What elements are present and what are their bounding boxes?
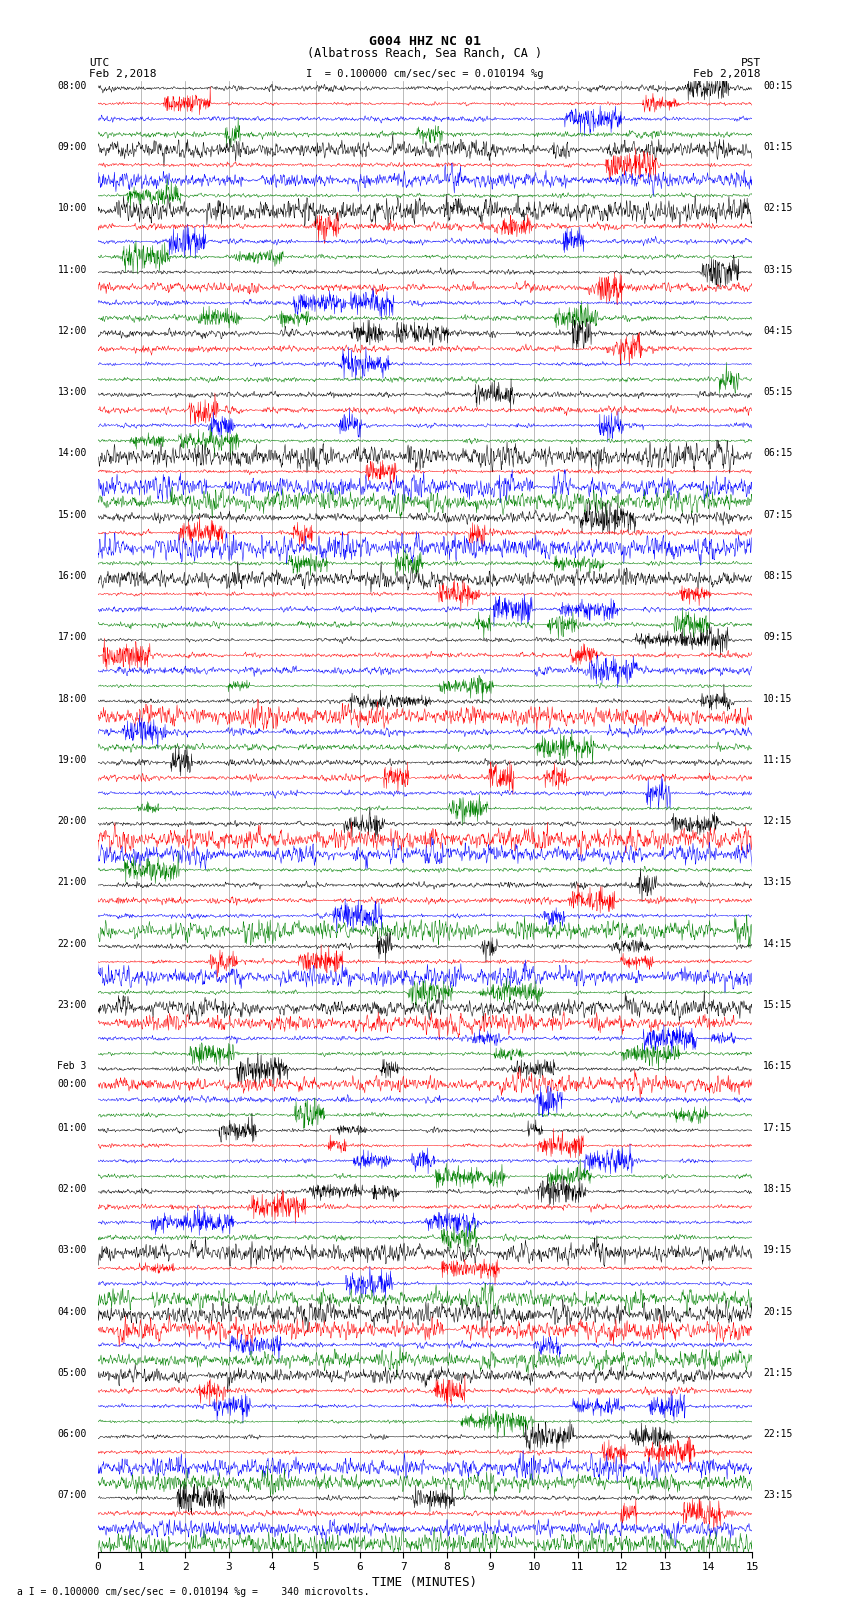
Text: 17:15: 17:15: [763, 1123, 792, 1132]
Text: 08:15: 08:15: [763, 571, 792, 581]
Text: 21:00: 21:00: [58, 877, 87, 887]
Text: 11:00: 11:00: [58, 265, 87, 274]
Text: 00:00: 00:00: [58, 1079, 87, 1089]
Text: 19:15: 19:15: [763, 1245, 792, 1255]
Text: 11:15: 11:15: [763, 755, 792, 765]
Text: 20:15: 20:15: [763, 1307, 792, 1316]
Text: 17:00: 17:00: [58, 632, 87, 642]
Text: 06:00: 06:00: [58, 1429, 87, 1439]
Text: 09:00: 09:00: [58, 142, 87, 152]
Text: G004 HHZ NC 01: G004 HHZ NC 01: [369, 35, 481, 48]
Text: 09:15: 09:15: [763, 632, 792, 642]
Text: 07:00: 07:00: [58, 1490, 87, 1500]
Text: 18:00: 18:00: [58, 694, 87, 703]
Text: 05:15: 05:15: [763, 387, 792, 397]
Text: 01:15: 01:15: [763, 142, 792, 152]
Text: 20:00: 20:00: [58, 816, 87, 826]
Text: 15:15: 15:15: [763, 1000, 792, 1010]
Text: 10:15: 10:15: [763, 694, 792, 703]
Text: 02:00: 02:00: [58, 1184, 87, 1194]
Text: 04:00: 04:00: [58, 1307, 87, 1316]
Text: Feb 2,2018: Feb 2,2018: [89, 69, 156, 79]
Text: 14:15: 14:15: [763, 939, 792, 948]
Text: 01:00: 01:00: [58, 1123, 87, 1132]
Text: 10:00: 10:00: [58, 203, 87, 213]
Text: 05:00: 05:00: [58, 1368, 87, 1378]
Text: 23:15: 23:15: [763, 1490, 792, 1500]
Text: 03:00: 03:00: [58, 1245, 87, 1255]
Text: 19:00: 19:00: [58, 755, 87, 765]
Text: 03:15: 03:15: [763, 265, 792, 274]
Text: 07:15: 07:15: [763, 510, 792, 519]
Text: 16:00: 16:00: [58, 571, 87, 581]
Text: 14:00: 14:00: [58, 448, 87, 458]
Text: I  = 0.100000 cm/sec/sec = 0.010194 %g: I = 0.100000 cm/sec/sec = 0.010194 %g: [306, 69, 544, 79]
Text: 04:15: 04:15: [763, 326, 792, 336]
Text: 12:00: 12:00: [58, 326, 87, 336]
Text: 12:15: 12:15: [763, 816, 792, 826]
Text: PST: PST: [740, 58, 761, 68]
Text: a I = 0.100000 cm/sec/sec = 0.010194 %g =    340 microvolts.: a I = 0.100000 cm/sec/sec = 0.010194 %g …: [17, 1587, 370, 1597]
Text: Feb 2,2018: Feb 2,2018: [694, 69, 761, 79]
Text: 21:15: 21:15: [763, 1368, 792, 1378]
Text: 13:00: 13:00: [58, 387, 87, 397]
Text: 16:15: 16:15: [763, 1061, 792, 1071]
Text: (Albatross Reach, Sea Ranch, CA ): (Albatross Reach, Sea Ranch, CA ): [308, 47, 542, 60]
Text: 13:15: 13:15: [763, 877, 792, 887]
X-axis label: TIME (MINUTES): TIME (MINUTES): [372, 1576, 478, 1589]
Text: Feb 3: Feb 3: [58, 1061, 87, 1071]
Text: 22:00: 22:00: [58, 939, 87, 948]
Text: 08:00: 08:00: [58, 81, 87, 90]
Text: 02:15: 02:15: [763, 203, 792, 213]
Text: 06:15: 06:15: [763, 448, 792, 458]
Text: 22:15: 22:15: [763, 1429, 792, 1439]
Text: 23:00: 23:00: [58, 1000, 87, 1010]
Text: 15:00: 15:00: [58, 510, 87, 519]
Text: UTC: UTC: [89, 58, 110, 68]
Text: 00:15: 00:15: [763, 81, 792, 90]
Text: 18:15: 18:15: [763, 1184, 792, 1194]
